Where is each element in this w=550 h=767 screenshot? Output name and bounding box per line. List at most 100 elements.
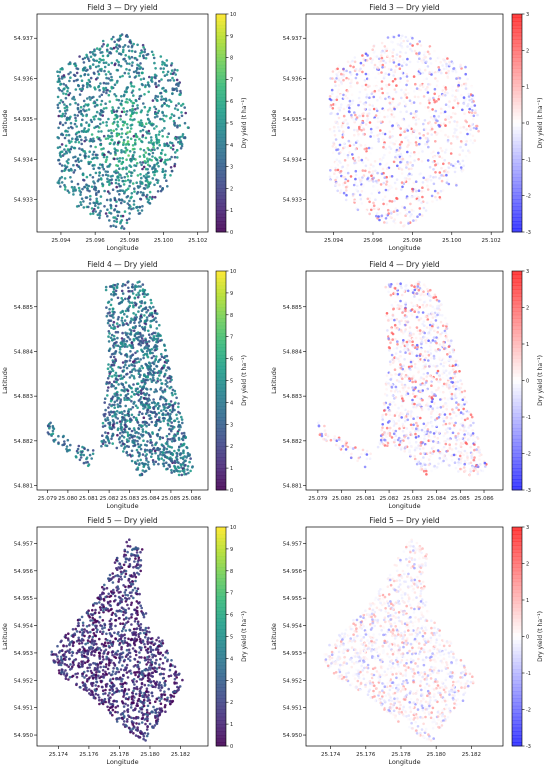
data-point: [353, 159, 357, 162]
data-point: [446, 138, 450, 142]
data-point: [426, 456, 429, 460]
data-point: [116, 120, 119, 124]
data-point: [97, 117, 100, 121]
data-point: [129, 370, 132, 374]
data-point: [166, 406, 169, 410]
data-point: [96, 206, 100, 209]
data-point: [128, 359, 132, 362]
data-point: [83, 68, 86, 72]
data-point: [143, 50, 146, 54]
data-point: [103, 401, 106, 404]
data-point: [150, 158, 153, 162]
data-point: [110, 298, 113, 301]
data-point: [447, 114, 451, 118]
data-point: [137, 310, 140, 313]
data-point: [134, 284, 137, 288]
data-point: [168, 438, 172, 441]
data-point: [116, 318, 120, 321]
data-point: [158, 79, 161, 83]
data-point: [82, 129, 86, 132]
data-point: [98, 163, 102, 166]
data-point: [451, 69, 455, 73]
data-point: [92, 101, 96, 105]
data-point: [333, 80, 337, 84]
data-point: [72, 189, 75, 193]
data-point: [100, 93, 104, 97]
data-point: [69, 121, 73, 125]
data-point: [121, 416, 125, 419]
data-point: [73, 186, 76, 189]
data-point: [61, 112, 65, 116]
data-point: [173, 121, 176, 125]
data-point: [405, 73, 409, 76]
data-point: [85, 109, 88, 112]
data-point: [426, 188, 430, 191]
data-point: [460, 84, 463, 87]
data-point: [422, 122, 425, 126]
data-point: [108, 349, 111, 352]
data-point: [79, 201, 82, 204]
data-point: [346, 89, 350, 93]
data-point: [143, 288, 147, 292]
data-point: [59, 83, 62, 86]
data-point: [139, 62, 142, 65]
data-point: [58, 110, 62, 113]
data-point: [117, 383, 120, 386]
colorbar-segment: [216, 28, 226, 33]
data-point: [111, 188, 115, 191]
data-point: [430, 127, 434, 131]
data-point: [380, 214, 384, 217]
data-point: [84, 152, 87, 155]
data-point: [386, 115, 389, 118]
data-point: [120, 316, 124, 320]
data-point: [129, 124, 133, 127]
data-point: [431, 424, 434, 428]
data-point: [433, 293, 437, 297]
data-point: [146, 131, 149, 135]
data-point: [111, 313, 114, 317]
data-point: [360, 189, 364, 193]
data-point: [126, 187, 130, 190]
data-point: [86, 85, 89, 89]
data-point: [138, 155, 142, 158]
data-point: [337, 116, 341, 120]
data-point: [470, 105, 473, 109]
data-point: [187, 471, 190, 475]
data-point: [58, 154, 62, 157]
data-point: [391, 100, 394, 104]
data-point: [426, 106, 430, 109]
data-point: [116, 433, 119, 437]
data-point: [118, 420, 122, 423]
data-point: [146, 463, 150, 467]
data-point: [411, 386, 414, 389]
data-point: [64, 144, 68, 148]
data-point: [436, 436, 440, 440]
x-tick-label: 25.083: [120, 496, 140, 502]
data-point: [112, 320, 116, 324]
data-point: [394, 444, 397, 447]
data-point: [161, 451, 165, 455]
data-point: [123, 190, 127, 193]
data-point: [112, 35, 115, 39]
data-point: [450, 448, 454, 451]
data-point: [373, 160, 377, 163]
data-point: [434, 77, 437, 80]
data-point: [373, 89, 377, 93]
data-point: [346, 156, 350, 159]
data-point: [182, 461, 185, 465]
data-point: [174, 401, 177, 405]
data-point: [408, 352, 412, 355]
data-point: [148, 195, 152, 199]
data-point: [159, 397, 162, 401]
data-point: [136, 357, 140, 360]
data-point: [94, 171, 98, 175]
data-point: [375, 214, 378, 218]
data-point: [410, 102, 413, 105]
data-point: [442, 67, 446, 71]
data-point: [66, 438, 70, 442]
data-point: [75, 79, 78, 82]
data-point: [341, 136, 345, 139]
data-point: [139, 447, 143, 451]
data-point: [465, 140, 468, 143]
